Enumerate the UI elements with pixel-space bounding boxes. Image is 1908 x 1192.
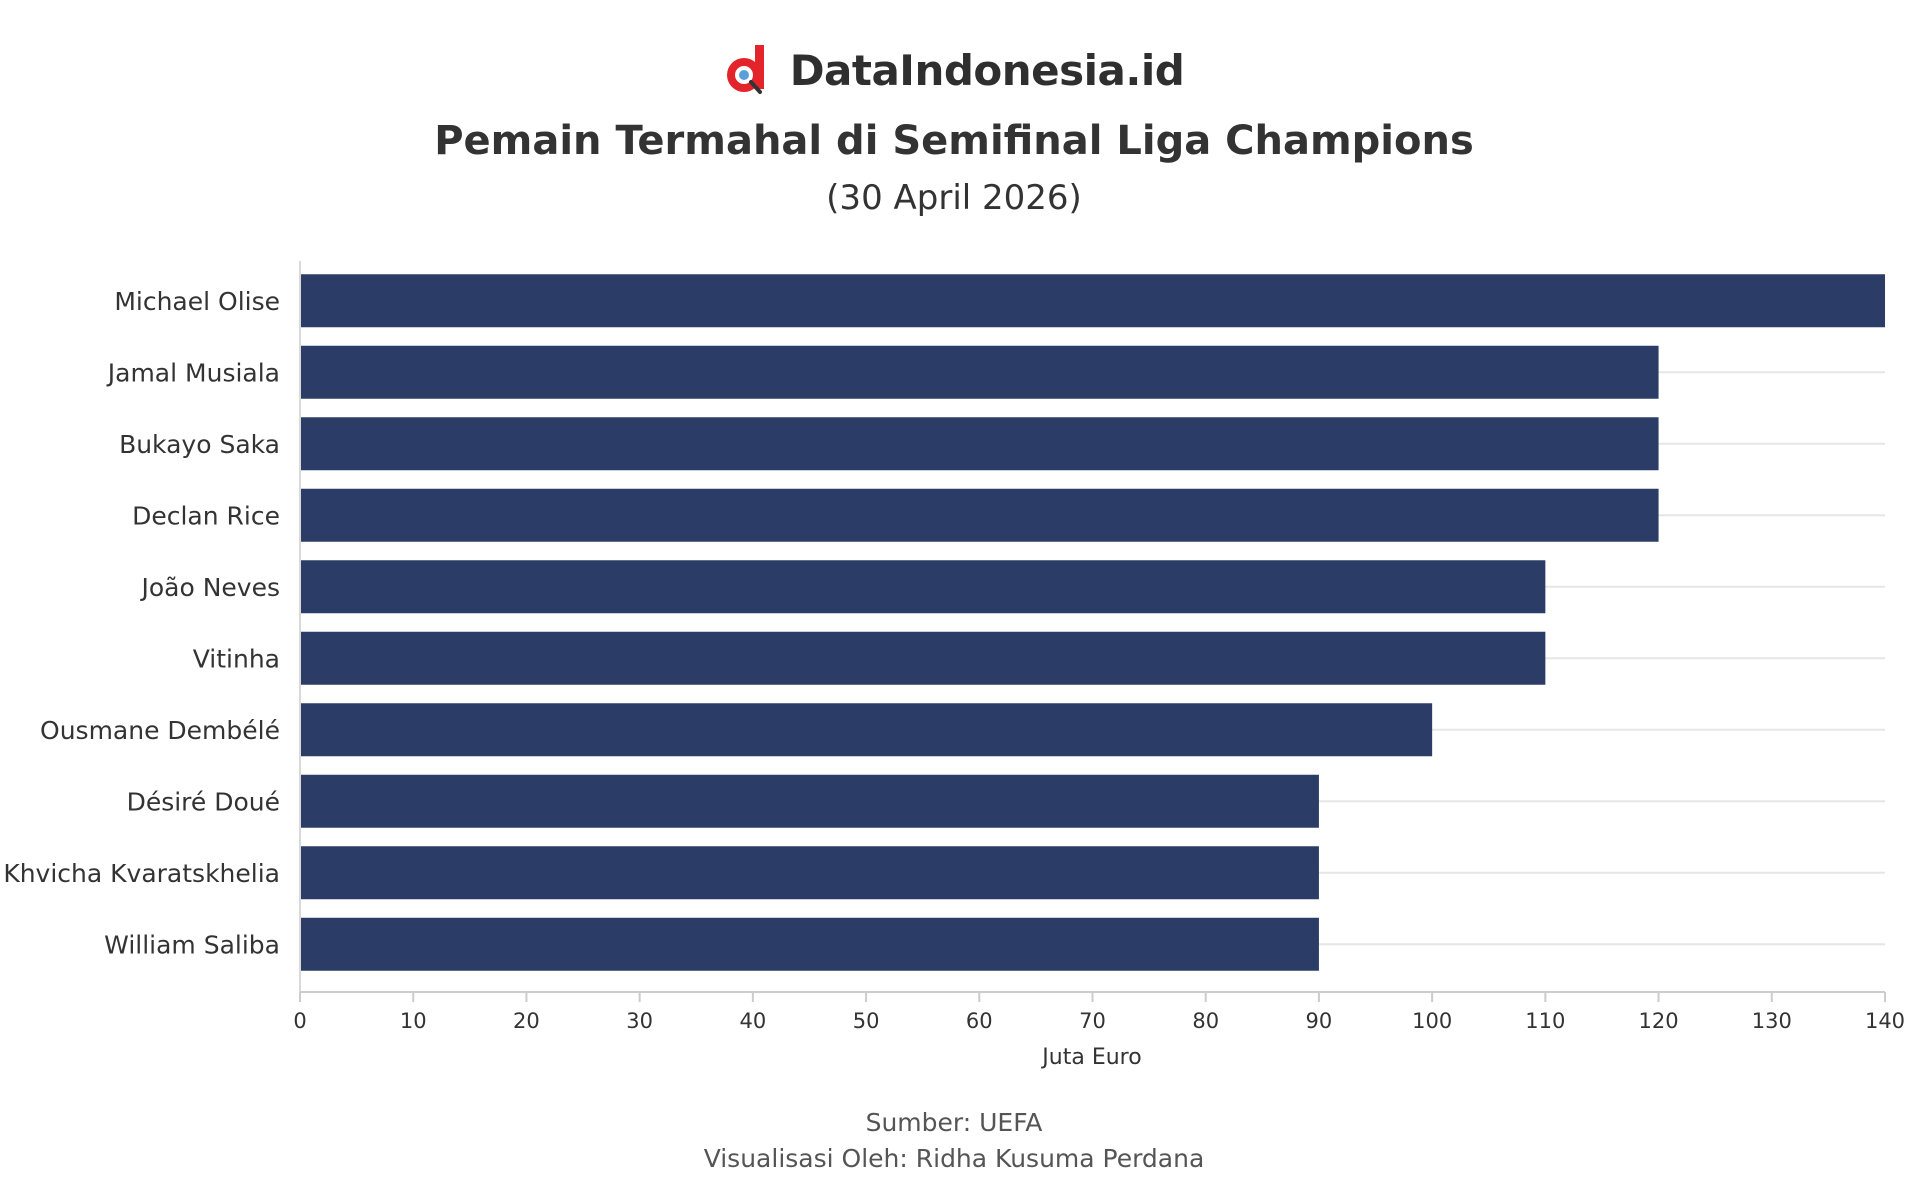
bar: [300, 560, 1546, 614]
bar: [300, 703, 1433, 757]
bar: [300, 774, 1319, 828]
chart-bars: [300, 274, 1885, 971]
category-label: Vitinha: [193, 644, 280, 673]
x-tick-label: 20: [513, 1009, 540, 1033]
category-labels: Michael Olise Jamal Musiala Bukayo Saka Dec…: [3, 287, 280, 960]
category-label: Ousmane Dembélé: [40, 716, 280, 745]
bar: [300, 488, 1659, 542]
x-tick-label: 60: [966, 1009, 993, 1033]
category-label: Khvicha Kvaratskhelia: [3, 859, 280, 888]
category-label: Michael Olise: [114, 287, 280, 316]
x-tick-label: 0: [293, 1009, 306, 1033]
category-label: Bukayo Saka: [119, 430, 280, 459]
x-tick-label: 10: [400, 1009, 427, 1033]
category-label: Désiré Doué: [127, 787, 280, 816]
x-tick-label: 100: [1412, 1009, 1452, 1033]
brand-header: DataIndonesia.id: [0, 40, 1908, 100]
category-label: Jamal Musiala: [106, 358, 280, 387]
bar: [300, 417, 1659, 471]
bar: [300, 846, 1319, 900]
x-tick-label: 40: [739, 1009, 766, 1033]
x-tick-label: 140: [1865, 1009, 1905, 1033]
bar: [300, 274, 1885, 328]
chart-title: Pemain Termahal di Semifinal Liga Champi…: [434, 118, 1474, 164]
x-tick-label: 90: [1306, 1009, 1333, 1033]
x-axis: 0 10 20 30 40 50 60 70 80 90 100 110 120 130 140: [293, 261, 1905, 1033]
bar-chart: Michael Olise Jamal Musiala Bukayo Saka Dec…: [3, 261, 1905, 1070]
bar: [300, 631, 1546, 685]
dataindonesia-logo-icon: [726, 45, 764, 94]
x-tick-label: 50: [853, 1009, 880, 1033]
brand-name: DataIndonesia.id: [789, 45, 1185, 95]
bar: [300, 917, 1319, 971]
category-label: Declan Rice: [132, 501, 280, 530]
x-tick-label: 130: [1752, 1009, 1792, 1033]
x-tick-label: 120: [1639, 1009, 1679, 1033]
category-label: João Neves: [139, 573, 280, 602]
source-text: Sumber: UEFA: [865, 1108, 1043, 1137]
x-tick-label: 80: [1192, 1009, 1219, 1033]
chart-subtitle: (30 April 2026): [826, 178, 1082, 218]
x-tick-label: 110: [1525, 1009, 1565, 1033]
bar: [300, 345, 1659, 399]
x-tick-label: 70: [1079, 1009, 1106, 1033]
credit-text: Visualisasi Oleh: Ridha Kusuma Perdana: [703, 1144, 1205, 1173]
x-axis-label: Juta Euro: [1040, 1045, 1141, 1070]
category-label: William Saliba: [104, 930, 280, 959]
x-tick-label: 30: [626, 1009, 653, 1033]
